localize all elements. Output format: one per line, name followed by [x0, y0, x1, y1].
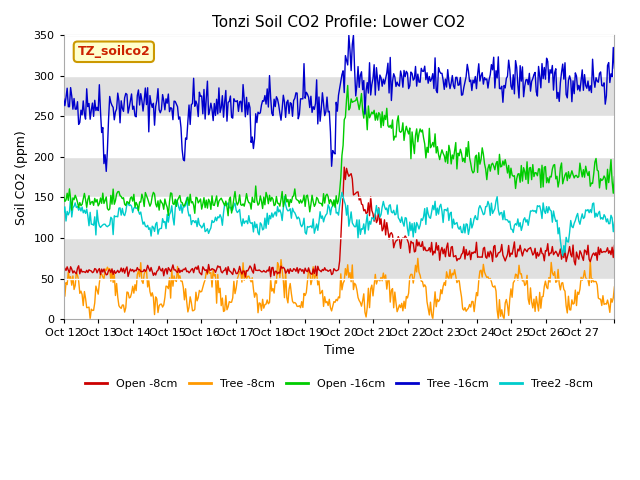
Text: TZ_soilco2: TZ_soilco2: [77, 45, 150, 58]
X-axis label: Time: Time: [324, 344, 355, 357]
Title: Tonzi Soil CO2 Profile: Lower CO2: Tonzi Soil CO2 Profile: Lower CO2: [212, 15, 466, 30]
Legend: Open -8cm, Tree -8cm, Open -16cm, Tree -16cm, Tree2 -8cm: Open -8cm, Tree -8cm, Open -16cm, Tree -…: [81, 374, 598, 393]
Y-axis label: Soil CO2 (ppm): Soil CO2 (ppm): [15, 130, 28, 225]
Bar: [64, 157, 614, 197]
Bar: [64, 238, 614, 278]
Bar: [64, 76, 614, 117]
